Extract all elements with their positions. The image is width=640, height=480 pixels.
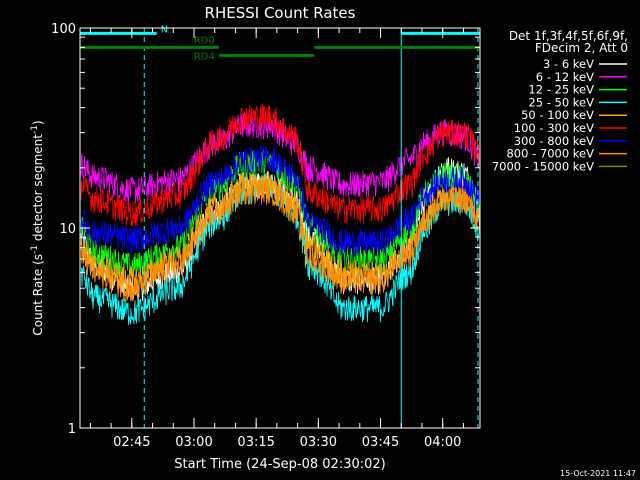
legend-header-line-2: FDecim 2, Att 0 (535, 41, 628, 55)
flag-label-1: RD0 (194, 35, 215, 46)
x-tick-label-1: 03:00 (175, 435, 212, 450)
x-axis: 02:45 03:00 03:15 03:30 03:45 04:00 (89, 28, 464, 450)
legend: Det 1f,3f,4f,5f,6f,9f, FDecim 2, Att 0 3… (492, 29, 628, 173)
series-line-4 (80, 171, 480, 295)
y-axis-label-exp2: -1 (30, 125, 40, 134)
y-tick-label-2: 100 (51, 22, 76, 37)
legend-label-7: 800 - 7000 keV (506, 147, 594, 161)
legend-label-8: 7000 - 15000 keV (492, 159, 594, 173)
y-tick-label-1: 10 (59, 222, 76, 237)
series-line-5 (80, 103, 480, 227)
x-tick-label-2: 03:15 (237, 435, 274, 450)
y-axis-label-end: ) (31, 120, 45, 125)
y-axis: 1 10 100 (51, 22, 480, 437)
y-axis-label: Count Rate (s-1 detector segment-1) (30, 120, 45, 335)
series-layer (80, 103, 480, 326)
series-line-3 (80, 174, 480, 326)
legend-label-5: 100 - 300 keV (514, 121, 594, 135)
series-line-7 (80, 178, 480, 303)
y-tick-label-0: 1 (68, 422, 76, 437)
flag-label-0: N (161, 24, 168, 35)
y-axis-label-main: Count Rate (s (31, 254, 45, 336)
y-axis-label-exp1: -1 (30, 245, 40, 254)
legend-header-line-1: Det 1f,3f,4f,5f,6f,9f, (509, 29, 628, 43)
flags-layer: N RD0 RD4 (80, 24, 480, 62)
y-axis-label-mid: detector segment (31, 134, 45, 245)
x-tick-label-0: 02:45 (113, 435, 150, 450)
x-axis-label: Start Time (24-Sep-08 02:30:02) (174, 457, 385, 472)
legend-label-6: 300 - 800 keV (514, 134, 594, 148)
legend-label-0: 3 - 6 keV (543, 57, 594, 71)
series-line-1 (80, 111, 480, 206)
series-line-6 (80, 145, 480, 258)
flag-label-2: RD4 (194, 51, 215, 62)
x-tick-label-4: 03:45 (362, 435, 399, 450)
footer-date: 15-Oct-2021 11:47 (560, 469, 636, 478)
x-tick-label-3: 03:30 (300, 435, 337, 450)
legend-label-1: 6 - 12 keV (536, 70, 594, 84)
x-tick-label-5: 04:00 (424, 435, 461, 450)
chart-title: RHESSI Count Rates (205, 4, 356, 22)
legend-label-3: 25 - 50 keV (528, 95, 594, 109)
legend-label-4: 50 - 100 keV (521, 108, 594, 122)
legend-label-2: 12 - 25 keV (528, 83, 594, 97)
